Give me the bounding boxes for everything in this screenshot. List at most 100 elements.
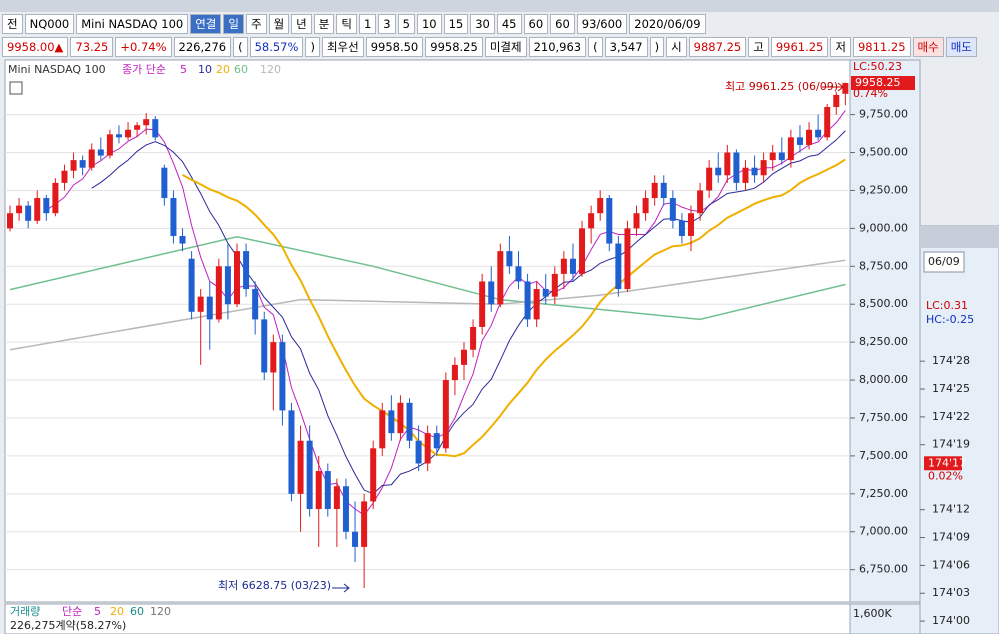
candle-body [388, 410, 395, 434]
side-tick-label: 174'25 [932, 382, 970, 395]
toolbar-item[interactable]: NQ000 [24, 14, 75, 34]
candle-body [560, 258, 567, 274]
ma-line [9, 235, 846, 321]
toolbar-item[interactable]: 매도 [945, 37, 977, 57]
y-tick-label: 7,000.00 [859, 525, 908, 538]
toolbar-item[interactable]: ( [233, 37, 248, 57]
candle-body [678, 220, 685, 236]
toolbar-item[interactable]: 58.57% [249, 37, 304, 57]
volume-legend-item: 5 [94, 605, 101, 618]
candle-body [842, 83, 849, 94]
candle-body [243, 251, 250, 290]
candle-body [261, 319, 268, 373]
toolbar-item[interactable]: 9958.00▲ [2, 37, 69, 57]
candle-body [778, 152, 785, 161]
toolbar-item[interactable]: 월 [268, 14, 290, 34]
candle-body [152, 119, 159, 138]
toolbar-item[interactable]: 1 [358, 14, 377, 34]
candle-body [61, 170, 68, 183]
candle-body [688, 213, 694, 236]
toolbar-item[interactable]: +0.74% [115, 37, 172, 57]
candle-body [433, 433, 440, 449]
candle-body [461, 349, 467, 365]
volume-legend-item: 120 [150, 605, 171, 618]
legend-item: 10 [198, 63, 212, 76]
candle-body [43, 198, 50, 214]
candle-body [342, 486, 349, 532]
toolbar-item[interactable]: 93/600 [576, 14, 628, 34]
toolbar-item[interactable]: ) [649, 37, 665, 57]
y-tick-label: 8,000.00 [859, 373, 908, 386]
toolbar-item[interactable]: 전 [2, 14, 23, 34]
candle-body [397, 402, 404, 434]
toolbar-item[interactable]: ) [305, 37, 320, 57]
candle-body [324, 471, 331, 509]
toolbar-item[interactable]: 최우선 [321, 37, 364, 57]
candle-body [579, 228, 586, 274]
candle-body [125, 129, 132, 138]
side-tick-label: 174'09 [932, 531, 970, 544]
ma-line [182, 158, 846, 458]
toolbar-item[interactable]: 저 [830, 37, 851, 57]
plot-area [4, 59, 851, 603]
candle-body [252, 289, 259, 320]
toolbar-item[interactable]: 연결 [190, 14, 222, 34]
toolbar-item[interactable]: 9811.25 [852, 37, 911, 57]
toolbar-item[interactable]: 9887.25 [688, 37, 747, 57]
legend-item: 5 [180, 63, 187, 76]
toolbar-item[interactable]: 시 [666, 37, 687, 57]
toolbar-item[interactable]: 주 [245, 14, 267, 34]
high-note: 최고 9961.25 (06/09) [725, 80, 838, 93]
candle-body [824, 107, 831, 138]
candle-body [97, 149, 104, 156]
candle-body [79, 160, 86, 168]
candle-body [624, 228, 631, 290]
toolbar-item[interactable]: 9958.50 [365, 37, 424, 57]
candle-body [70, 160, 77, 171]
candle-body [615, 243, 622, 290]
toolbar-item[interactable]: 9961.25 [770, 37, 829, 57]
toolbar-item[interactable]: 일 [223, 14, 244, 34]
lc-label: LC:50.23 [853, 60, 902, 73]
toolbar-item[interactable]: 30 [470, 14, 495, 34]
candle-body [406, 402, 413, 441]
toolbar-item[interactable]: 고 [748, 37, 769, 57]
candle-body [751, 167, 758, 176]
toolbar-item[interactable]: 9958.25 [425, 37, 483, 57]
candle-body [361, 501, 368, 547]
candle-body [442, 380, 449, 449]
side-date-box [923, 251, 965, 273]
toolbar-item[interactable]: 5 [397, 14, 415, 34]
y-tick-label: 7,250.00 [859, 487, 908, 500]
side-tick-label: 174'06 [932, 558, 970, 571]
toolbar-item[interactable]: 45 [496, 14, 522, 34]
toolbar-item[interactable]: 2020/06/09 [629, 14, 706, 34]
toolbar-item[interactable]: ( [588, 37, 603, 57]
toolbar-item[interactable]: 10 [416, 14, 442, 34]
candle-body [88, 149, 95, 168]
toolbar-item[interactable]: 미결제 [484, 37, 527, 57]
candle-body [52, 182, 59, 214]
legend-label: 종가 단순 [122, 63, 166, 76]
toolbar-item[interactable]: 매수 [912, 37, 944, 57]
candle-body [497, 251, 504, 305]
toolbar-item[interactable]: 3,547 [604, 37, 648, 57]
toolbar-item[interactable]: 15 [443, 14, 469, 34]
y-tick-label: 9,000.00 [859, 221, 908, 234]
toolbar-item[interactable]: 틱 [336, 14, 357, 34]
toolbar-item[interactable]: 210,963 [528, 37, 587, 57]
candle-body [188, 258, 195, 312]
toolbar-item[interactable]: 60 [550, 14, 575, 34]
side-panel-header [920, 226, 999, 248]
toolbar-item[interactable]: 60 [523, 14, 549, 34]
toolbar-item[interactable]: 분 [313, 14, 335, 34]
toolbar-item[interactable]: 년 [291, 14, 312, 34]
candle-body [488, 281, 495, 305]
toolbar-item[interactable]: 226,276 [173, 37, 232, 57]
candle-body [715, 167, 722, 176]
toolbar-item[interactable]: 73.25 [70, 37, 114, 57]
toolbar-item[interactable]: 3 [378, 14, 396, 34]
toolbar-item[interactable]: Mini NASDAQ 100 [76, 14, 189, 34]
